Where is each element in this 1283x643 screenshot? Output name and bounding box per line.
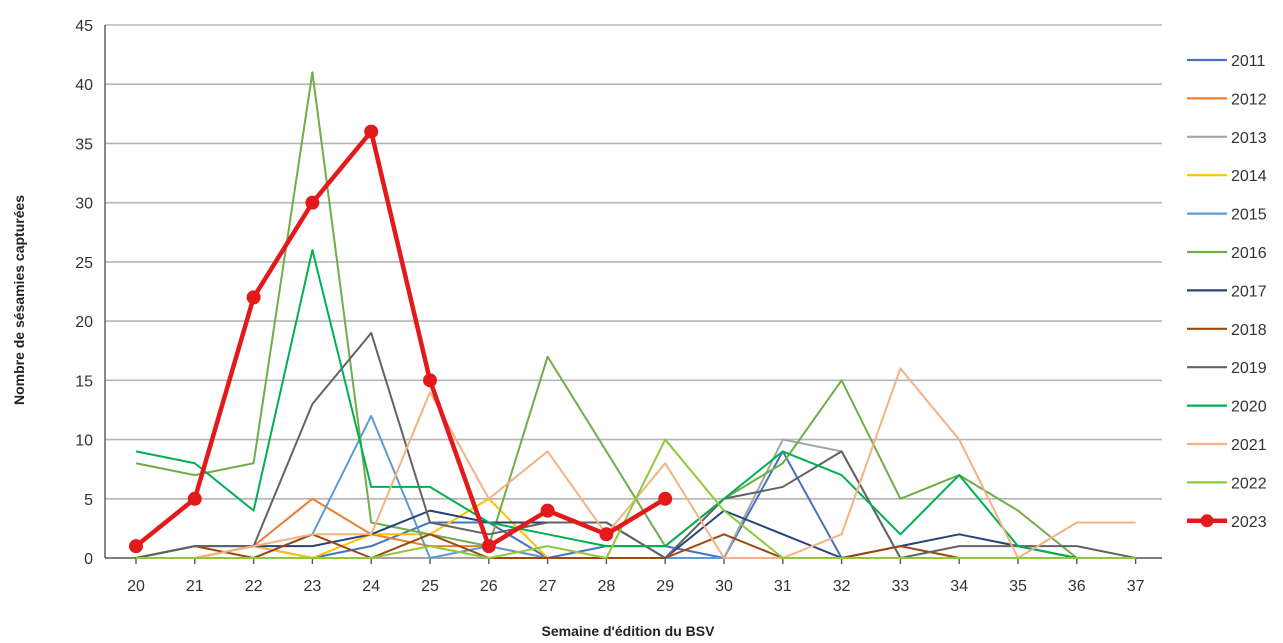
x-tick-label: 29 [656,578,674,595]
legend-label-2019: 2019 [1231,360,1267,377]
series-line-2021 [136,367,1136,559]
legend-label-2016: 2016 [1231,245,1267,262]
data-point-2023 [129,539,143,554]
x-axis-title: Semaine d'édition du BSV [542,623,716,639]
legend-label-2021: 2021 [1231,437,1267,454]
y-tick-label: 15 [75,373,93,390]
legend-label-2011: 2011 [1231,53,1266,70]
data-point-2023 [540,503,555,518]
x-tick-label: 30 [715,578,733,595]
data-point-2023 [246,290,261,305]
x-tick-label: 22 [245,578,263,595]
x-tick-label: 32 [833,578,851,595]
legend-marker-2023 [1200,514,1214,528]
x-tick-label: 24 [362,578,380,595]
x-tick-label: 28 [598,578,616,595]
y-tick-label: 30 [75,196,93,213]
axes [104,25,1162,564]
y-tick-label: 5 [84,492,93,509]
series-line-2020 [135,249,1136,559]
x-tick-labels: 20 21 22 23 24 25 26 27 28 29 30 31 32 33 34 35 36 37 [127,578,1144,595]
x-tick-label: 33 [892,578,910,595]
series-line-2023 [134,129,667,549]
y-tick-labels: 0 5 10 15 20 25 30 35 40 45 [75,18,93,568]
x-tick-label: 34 [950,578,968,595]
y-tick-label: 25 [75,255,93,272]
x-tick-label: 21 [186,578,204,595]
x-tick-label: 25 [421,578,439,595]
gridlines [105,24,1162,500]
y-tick-label: 10 [75,433,93,450]
data-point-2023 [658,491,673,506]
legend-label-2015: 2015 [1231,207,1267,224]
data-point-2023 [187,491,202,506]
x-tick-label: 27 [539,578,557,595]
x-tick-label: 23 [304,578,322,595]
data-point-2023 [364,124,379,139]
x-tick-label: 36 [1068,578,1086,595]
data-point-2023 [423,373,437,388]
legend-label-2022: 2022 [1231,475,1267,492]
y-tick-label: 0 [84,551,93,568]
series-line-2016 [135,71,1136,559]
x-tick-label: 31 [774,578,792,595]
y-axis-title: Nombre de sésamies capturées [11,195,27,405]
x-tick-label: 35 [1009,578,1027,595]
data-point-2023 [599,527,614,542]
x-tick-label: 37 [1127,578,1145,595]
series-lines [129,71,1136,559]
legend-label-2020: 2020 [1231,399,1267,416]
x-tick-label: 20 [127,578,145,595]
series-line-2022 [136,438,1136,559]
legend: 2011 2012 2013 2014 2015 2016 2017 2018 2019 2020… [1187,53,1267,531]
data-point-2023 [305,195,320,210]
y-tick-label: 40 [75,77,93,94]
series-line-2019 [135,331,1136,559]
y-tick-label: 20 [75,314,93,331]
y-tick-label: 35 [75,136,93,153]
series-line-2015 [136,414,1136,559]
legend-label-2017: 2017 [1231,283,1267,300]
legend-label-2014: 2014 [1231,168,1267,185]
legend-label-2013: 2013 [1231,130,1267,147]
y-tick-label: 45 [75,18,93,35]
legend-label-2023: 2023 [1231,514,1267,531]
legend-label-2012: 2012 [1231,91,1267,108]
x-tick-label: 26 [480,578,498,595]
legend-label-2018: 2018 [1231,322,1267,339]
data-point-2023 [481,539,496,554]
